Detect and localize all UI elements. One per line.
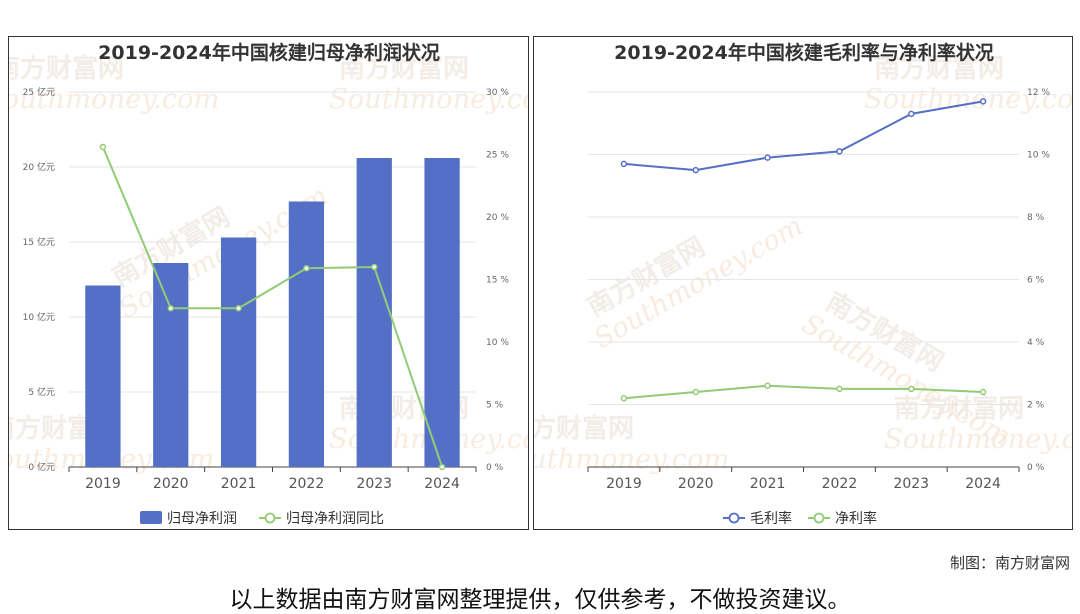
y-right-tick-label: 25 % — [486, 151, 509, 161]
y-right-tick-label: 10 % — [1027, 151, 1050, 161]
legend-swatch-point — [813, 512, 825, 524]
bar — [153, 263, 189, 467]
series-line — [101, 146, 444, 468]
x-tick-label: 2023 — [356, 476, 392, 492]
series-line — [623, 100, 984, 172]
watermark-cn: 南方财富网 — [874, 53, 1004, 84]
y-left-tick-label: 0 亿元 — [28, 461, 55, 473]
watermark-cn: 南方财富网 — [9, 53, 124, 84]
y-right-tick-label: 15 % — [486, 276, 509, 286]
bar — [424, 158, 460, 467]
legend-label: 归母净利润 — [167, 510, 237, 527]
legend-label: 毛利率 — [750, 510, 792, 527]
series-point — [620, 395, 628, 402]
watermark-cn: 南方财富网 — [339, 53, 469, 84]
y-left-tick-label: 20 亿元 — [23, 161, 55, 173]
y-right-tick-label: 30 % — [486, 88, 509, 98]
y-right-tick-label: 8 % — [1027, 213, 1045, 223]
margin-chart: 南方财富网Southmoney.com南方财富网Southmoney.com南方… — [534, 41, 1073, 527]
y-left-tick-label: 15 亿元 — [23, 236, 55, 248]
series-point — [167, 305, 174, 312]
x-tick-label: 2022 — [822, 476, 858, 492]
disclaimer-text: 以上数据由南方财富网整理提供，仅供参考，不做投资建议。 — [229, 587, 851, 613]
x-tick-label: 2024 — [965, 476, 1001, 492]
x-tick-label: 2021 — [221, 476, 257, 492]
series-point — [692, 388, 699, 396]
y-left-tick-label: 5 亿元 — [28, 386, 55, 398]
series-point — [620, 160, 628, 168]
series-point — [692, 166, 699, 174]
bar — [356, 158, 392, 467]
watermark-en: Southmoney.com — [864, 84, 1073, 115]
chart-panel-margins: 南方财富网Southmoney.com南方财富网Southmoney.com南方… — [533, 36, 1073, 530]
watermark-en: Southmoney.com — [9, 84, 219, 115]
bar — [220, 237, 257, 467]
y-right-tick-label: 0 % — [486, 463, 504, 473]
watermark-en: Southmoney.com — [884, 424, 1073, 455]
series-point — [979, 98, 987, 105]
series-line — [623, 384, 984, 400]
series-point — [303, 265, 310, 272]
y-right-tick-label: 5 % — [486, 401, 504, 411]
y-right-tick-label: 4 % — [1027, 338, 1045, 348]
legend-swatch-point — [264, 512, 276, 524]
y-right-tick-label: 10 % — [486, 338, 509, 348]
series-point — [99, 143, 107, 151]
y-right-tick-label: 6 % — [1027, 276, 1045, 286]
watermark-cn: 南方财富网 — [534, 413, 634, 444]
legend-swatch-point — [728, 512, 740, 524]
y-right-tick-label: 0 % — [1027, 463, 1045, 473]
x-tick-label: 2022 — [289, 476, 325, 492]
x-tick-label: 2023 — [893, 476, 929, 492]
series-point — [836, 385, 843, 393]
x-tick-label: 2021 — [750, 476, 786, 492]
bar — [288, 201, 325, 467]
legend-label: 归母净利润同比 — [286, 510, 384, 527]
bar — [85, 285, 121, 467]
series-point — [235, 305, 242, 312]
series-point — [764, 382, 771, 389]
y-right-tick-label: 12 % — [1027, 88, 1050, 98]
series-point — [438, 463, 446, 471]
net-profit-chart: 南方财富网Southmoney.com南方财富网Southmoney.com南方… — [9, 41, 529, 527]
chart-title: 2019-2024年中国核建归母净利润状况 — [98, 41, 440, 64]
series-point — [836, 148, 843, 155]
watermark-cn: 南方财富网 — [894, 393, 1024, 424]
x-tick-label: 2019 — [85, 476, 121, 492]
x-tick-label: 2019 — [606, 476, 642, 492]
y-left-tick-label: 10 亿元 — [23, 311, 55, 323]
chart-credit: 制图：南方财富网 — [949, 554, 1070, 572]
x-tick-label: 2020 — [678, 476, 714, 492]
series-point — [764, 154, 771, 161]
x-tick-label: 2024 — [424, 476, 460, 492]
watermark-en: Southmoney.com — [534, 444, 729, 475]
series-point — [979, 388, 987, 396]
legend-label: 净利率 — [835, 510, 877, 527]
series-point — [371, 263, 378, 271]
y-right-tick-label: 2 % — [1027, 401, 1045, 411]
y-right-tick-label: 20 % — [486, 213, 509, 223]
legend-swatch-bar — [140, 511, 162, 524]
chart-panel-net-profit: 南方财富网Southmoney.com南方财富网Southmoney.com南方… — [8, 36, 529, 530]
series-point — [908, 385, 915, 393]
watermark-en: Southmoney.com — [329, 84, 529, 115]
chart-title: 2019-2024年中国核建毛利率与净利率状况 — [614, 41, 994, 64]
series-point — [908, 110, 915, 118]
y-left-tick-label: 25 亿元 — [23, 86, 55, 98]
x-tick-label: 2020 — [153, 476, 189, 492]
